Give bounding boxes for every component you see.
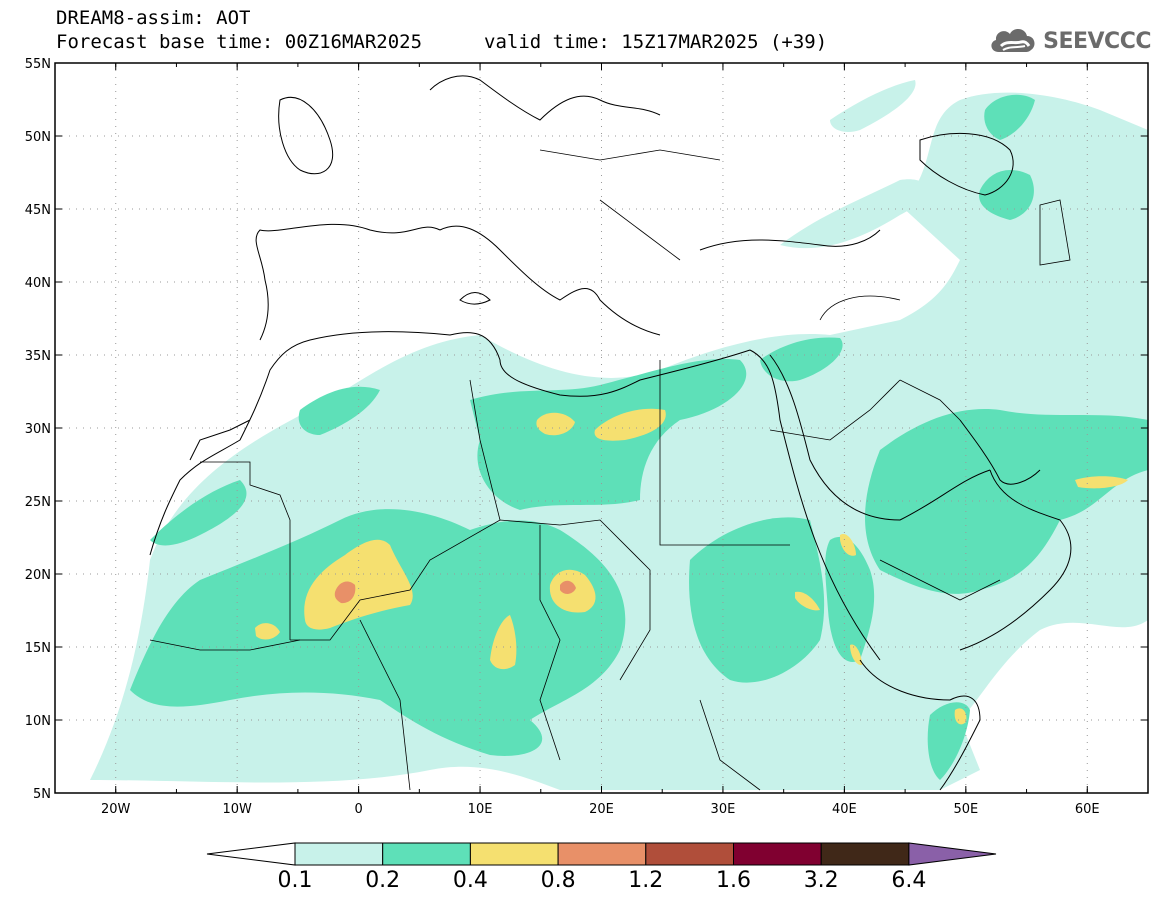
lon-label: 30E — [711, 802, 736, 817]
lat-label: 30N — [25, 422, 51, 437]
logo-text: SEEVCCC — [1043, 28, 1151, 54]
colorbar-level-label: 3.2 — [803, 868, 839, 893]
lat-label: 35N — [25, 349, 51, 364]
aot-field — [90, 80, 1148, 790]
lon-label: 40E — [832, 802, 857, 817]
colorbar-level-label: 1.6 — [716, 868, 751, 893]
lon-label: 20E — [589, 802, 614, 817]
colorbar-swatch — [645, 842, 734, 866]
colorbar-labels: 0.1 0.2 0.4 0.8 1.2 1.6 3.2 6.4 — [0, 868, 1165, 896]
lat-label: 20N — [25, 568, 51, 583]
coastlines — [149, 75, 1072, 791]
seevccc-logo: SEEVCCC — [987, 24, 1151, 58]
colorbar — [206, 842, 997, 866]
axis-ticks — [54, 62, 1149, 794]
colorbar-swatch — [294, 842, 384, 866]
colorbar-low-extension — [206, 842, 296, 866]
lon-label: 10E — [468, 802, 493, 817]
lon-label: 10W — [222, 802, 252, 817]
lat-label: 10N — [25, 714, 51, 729]
lon-label: 50E — [953, 802, 978, 817]
lat-label: 45N — [25, 203, 51, 218]
product-title: DREAM8-assim: AOT — [56, 7, 251, 29]
colorbar-swatch — [469, 842, 559, 866]
aot-level-0.8 — [334, 580, 576, 604]
lon-label: 0 — [354, 802, 362, 817]
lat-label: 55N — [25, 57, 51, 72]
lat-label: 5N — [33, 787, 51, 802]
lat-label: 15N — [25, 641, 51, 656]
colorbar-level-label: 0.4 — [452, 868, 488, 893]
colorbar-swatch — [382, 842, 471, 866]
longitude-labels: 20W 10W 0 10E 20E 30E 40E 50E 60E — [101, 802, 1100, 817]
colorbar-level-label: 0.2 — [365, 868, 401, 893]
graticule — [55, 63, 1148, 793]
lon-label: 20W — [101, 802, 131, 817]
lat-label: 50N — [25, 130, 51, 145]
lat-label: 40N — [25, 276, 51, 291]
colorbar-swatch — [733, 842, 822, 866]
colorbar-swatch — [820, 842, 910, 866]
aot-level-0.2 — [130, 94, 1148, 780]
latitude-labels: 5N 10N 15N 20N 25N 30N 35N 40N 45N 50N 55N — [25, 57, 51, 802]
valid-time: valid time: 15Z17MAR2025 (+39) — [484, 31, 828, 53]
cloud-icon — [991, 28, 1035, 52]
colorbar-high-extension — [908, 842, 997, 866]
forecast-base-time: Forecast base time: 00Z16MAR2025 — [56, 31, 423, 53]
colorbar-level-label: 1.2 — [628, 868, 664, 893]
country-borders — [149, 149, 1071, 791]
lon-label: 60E — [1075, 802, 1100, 817]
colorbar-swatch — [557, 842, 647, 866]
colorbar-level-label: 0.8 — [540, 868, 576, 893]
lat-label: 25N — [25, 495, 51, 510]
aot-level-0.4 — [255, 408, 1128, 725]
colorbar-level-label: 6.4 — [891, 868, 927, 893]
colorbar-level-label: 0.1 — [277, 868, 313, 893]
